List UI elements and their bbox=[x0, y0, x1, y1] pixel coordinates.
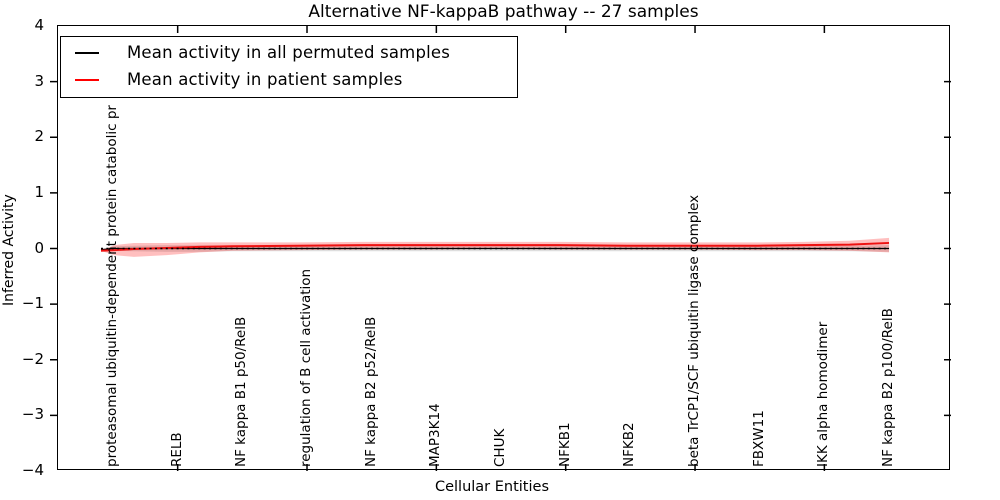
y-tick-label: 2 bbox=[34, 127, 44, 146]
x-tick-label: FBXW11 bbox=[750, 410, 767, 467]
y-tick-label: 3 bbox=[34, 71, 44, 90]
y-tick-label: 4 bbox=[34, 16, 44, 34]
y-tick-label: −2 bbox=[21, 349, 44, 368]
y-tick-label: 1 bbox=[34, 182, 44, 201]
y-tick-label: −3 bbox=[21, 405, 44, 424]
x-tick-label: NF kappa B2 p52/RelB bbox=[362, 316, 379, 467]
y-tick-label: −4 bbox=[21, 461, 44, 479]
x-tick-label: CHUK bbox=[492, 428, 509, 467]
legend-label-permuted: Mean activity in all permuted samples bbox=[127, 43, 451, 62]
x-tick-label: NF kappa B2 p100/RelB bbox=[880, 308, 897, 467]
x-tick-label: regulation of B cell activation bbox=[298, 268, 314, 467]
x-axis-label: Cellular Entities bbox=[434, 479, 550, 495]
chart-canvas bbox=[50, 26, 951, 471]
y-tick-label: −1 bbox=[21, 294, 44, 313]
x-tick-label: NFKB1 bbox=[556, 422, 573, 467]
x-tick-label: proteasomal ubiquitin-dependent protein … bbox=[104, 105, 120, 467]
plot-area bbox=[50, 25, 951, 471]
patient-line-swatch bbox=[75, 78, 99, 81]
x-tick-label: NFKB2 bbox=[621, 422, 638, 467]
x-tick-label: beta TrCP1/SCF ubiquitin ligase complex bbox=[686, 194, 703, 467]
legend-row-permuted: Mean activity in all permuted samples bbox=[61, 39, 517, 66]
y-tick-label: 0 bbox=[34, 238, 44, 257]
chart-title: Alternative NF-kappaB pathway -- 27 samp… bbox=[308, 2, 699, 22]
legend-label-patient: Mean activity in patient samples bbox=[127, 70, 403, 89]
x-tick-label: MAP3K14 bbox=[427, 403, 444, 467]
x-tick-label: NF kappa B1 p50/RelB bbox=[233, 316, 250, 467]
permuted-line-swatch bbox=[75, 51, 99, 54]
x-tick-label: RELB bbox=[168, 432, 185, 467]
legend-row-patient: Mean activity in patient samples bbox=[61, 66, 517, 93]
legend: Mean activity in all permuted samples Me… bbox=[60, 36, 518, 98]
x-tick-label: IKK alpha homodimer bbox=[815, 321, 832, 467]
